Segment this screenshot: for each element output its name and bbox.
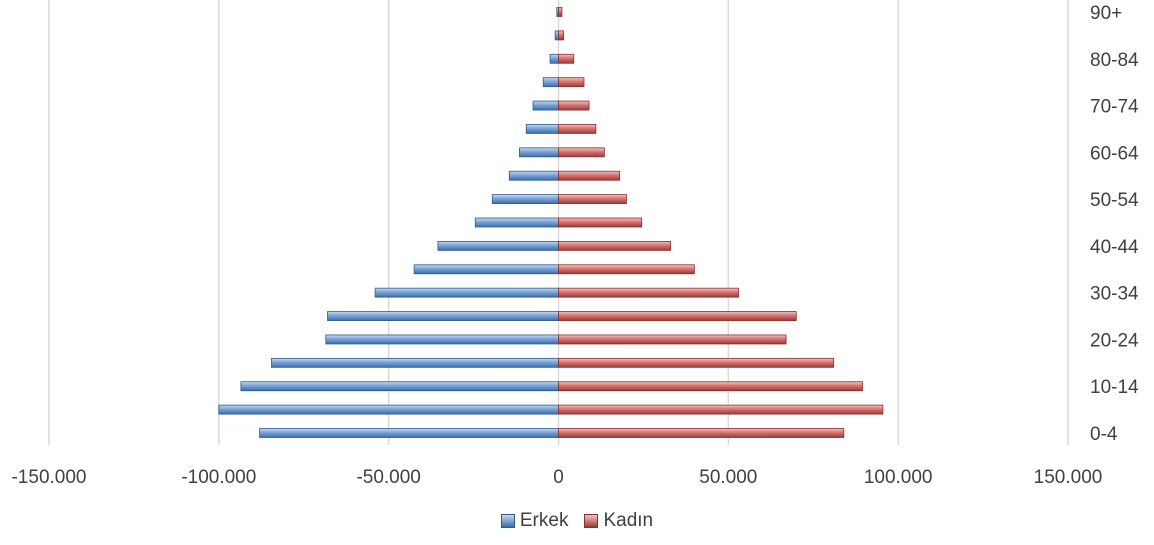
bar-kadn-55-59 [558,170,621,181]
legend-label-erkek: Erkek [519,510,569,531]
bar-kadn-85-89 [558,30,564,41]
y-axis-ticks: 0-4 10-14 20-24 30-34 40-44 50-54 60-64 70-74 80… [1090,3,1139,445]
bar-erkek-30-34 [374,287,559,298]
legend-item-kadin: Kadın [584,510,653,532]
bar-kadn-15-19 [558,357,835,368]
y-tick-label: 10-14 [1090,377,1139,398]
bar-kadn-0-4 [558,428,845,438]
bar-erkek-75-79 [542,77,559,88]
legend-swatch-kadin [584,514,599,528]
bar-erkek-0-4 [259,428,559,438]
y-tick-label: 20-24 [1090,330,1139,351]
bar-erkek-20-24 [325,334,559,345]
bar-kadn-75-79 [558,77,585,88]
y-tick-label: 30-34 [1090,284,1139,305]
gridlines [48,0,1069,445]
x-tick-label: 0 [553,467,564,488]
x-axis-ticks: -150.000 -100.000 -50.000 0 50.000 100.000 150… [11,467,1102,488]
y-tick-label: 60-64 [1090,143,1139,164]
bar-kadn-90+ [558,7,563,17]
bar-erkek-10-14 [240,381,559,392]
y-tick-label: 70-74 [1090,97,1139,118]
y-tick-label: 0-4 [1090,424,1118,445]
bar-erkek-15-19 [271,357,559,368]
bar-kadn-45-49 [558,217,643,228]
legend-item-erkek: Erkek [500,510,569,532]
y-tick-label: 50-54 [1090,190,1139,211]
y-tick-label: 90+ [1090,3,1122,24]
bar-kadn-60-64 [558,147,605,158]
bar-erkek-60-64 [519,147,559,158]
bar-erkek-55-59 [508,170,559,181]
bar-erkek-80-84 [549,53,559,64]
bar-kadn-35-39 [558,264,695,275]
bar-erkek-50-54 [491,194,559,205]
bar-erkek-85-89 [554,30,559,41]
bars [218,7,884,438]
bar-kadn-70-74 [558,100,590,111]
bar-erkek-70-74 [532,100,559,111]
y-tick-label: 80-84 [1090,50,1139,71]
bar-erkek-25-29 [327,311,559,321]
bar-kadn-50-54 [558,194,627,205]
bar-erkek-65-69 [525,124,559,134]
y-tick-label: 40-44 [1090,237,1139,258]
bar-kadn-40-44 [558,240,671,251]
bar-kadn-65-69 [558,124,597,134]
bar-kadn-25-29 [558,311,797,321]
bar-kadn-5-9 [558,404,884,415]
bar-kadn-80-84 [558,53,575,64]
bar-erkek-35-39 [413,264,559,275]
bar-kadn-30-34 [558,287,739,298]
x-tick-label: -100.000 [181,467,256,488]
x-tick-label: 100.000 [864,467,933,488]
x-tick-label: -150.000 [11,467,86,488]
bar-kadn-10-14 [558,381,863,392]
legend-swatch-erkek [500,514,515,528]
legend-label-kadin: Kadın [603,510,654,531]
bar-erkek-45-49 [474,217,559,228]
x-tick-label: 50.000 [699,467,757,488]
bar-erkek-40-44 [437,240,559,251]
legend: Erkek Kadın [0,510,1154,532]
x-tick-label: -50.000 [356,467,420,488]
bar-erkek-5-9 [218,404,559,415]
bar-kadn-20-24 [558,334,787,345]
x-tick-label: 150.000 [1034,467,1103,488]
